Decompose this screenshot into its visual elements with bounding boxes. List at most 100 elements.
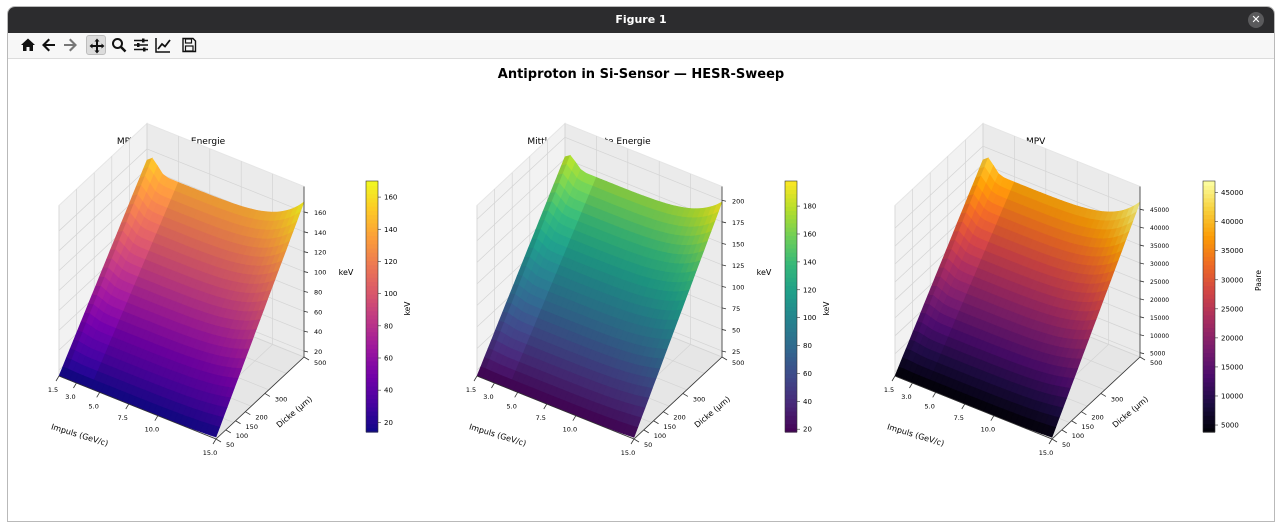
- z-tick: [303, 291, 309, 293]
- x-tick: [55, 375, 60, 382]
- colorbar-segment: [785, 319, 797, 324]
- colorbar-segment: [366, 302, 378, 308]
- colorbar-segment: [366, 381, 378, 387]
- y-tick: [303, 356, 310, 361]
- colorbar-segment: [1203, 306, 1215, 312]
- surface-cell: [628, 425, 639, 438]
- colorbar-tick-label: 140: [803, 258, 816, 266]
- colorbar-segment: [1203, 189, 1215, 195]
- z-tick: [303, 251, 309, 254]
- colorbar-segment: [366, 260, 378, 266]
- colorbar-tick-label: 45000: [1221, 189, 1243, 197]
- close-icon: ✕: [1251, 13, 1261, 26]
- x-tick-label: 7.5: [954, 414, 964, 422]
- x-tick-label: 1.5: [466, 386, 476, 394]
- surface-plot: e/h-Paare @ MPV1.53.05.07.510.015.050100…: [884, 122, 1263, 457]
- colorbar-segment: [785, 356, 797, 362]
- x-tick: [125, 403, 130, 410]
- colorbar-segment: [366, 344, 378, 349]
- z-tick-label: 15000: [1150, 315, 1169, 322]
- zoom-button[interactable]: [109, 35, 129, 55]
- colorbar-segment: [785, 323, 797, 329]
- colorbar-segment: [785, 201, 797, 207]
- colorbar-tick-label: 20: [803, 426, 812, 434]
- gridline: [982, 145, 1141, 210]
- colorbar-segment: [366, 201, 378, 207]
- z-tick-label: 100: [732, 283, 744, 291]
- surface-cell: [1046, 425, 1057, 438]
- colorbar-segment: [366, 252, 378, 257]
- colorbar-segment: [785, 252, 797, 257]
- y-tick: [235, 420, 241, 425]
- colorbar-segment: [785, 247, 797, 253]
- colorbar-segment: [785, 193, 797, 199]
- colorbar-segment: [366, 285, 378, 291]
- colorbar-segment: [366, 327, 378, 333]
- z-tick-label: 5000: [1150, 351, 1165, 358]
- colorbar-segment: [1203, 385, 1215, 391]
- z-tick-label: 45000: [1150, 207, 1169, 214]
- x-tick-label: 3.0: [483, 393, 493, 401]
- colorbar-segment: [785, 243, 797, 249]
- z-tick-label: 80: [314, 288, 322, 296]
- colorbar-segment: [366, 331, 378, 337]
- close-button[interactable]: ✕: [1248, 12, 1264, 28]
- edit-axis-button[interactable]: [153, 35, 173, 55]
- home-button[interactable]: [18, 35, 38, 55]
- x-tick: [891, 375, 896, 382]
- colorbar-segment: [366, 385, 378, 391]
- colorbar-segment: [785, 264, 797, 270]
- z-tick: [721, 286, 727, 288]
- colorbar-tick-label: 160: [384, 194, 397, 202]
- colorbar-tick-label: 60: [803, 370, 812, 378]
- colorbar-segment: [785, 281, 797, 287]
- colorbar-segment: [785, 385, 797, 391]
- colorbar-segment: [1203, 247, 1215, 253]
- back-button[interactable]: [39, 35, 59, 55]
- x-tick-label: 15.0: [621, 449, 635, 457]
- colorbar-segment: [785, 415, 797, 421]
- colorbar-segment: [1203, 352, 1215, 358]
- x-axis-label: Impuls (GeV/c): [50, 422, 109, 448]
- x-tick: [932, 392, 937, 398]
- colorbar-segment: [1203, 415, 1215, 421]
- z-tick: [303, 310, 309, 313]
- pan-button[interactable]: [86, 35, 106, 55]
- z-tick: [1139, 334, 1145, 337]
- colorbar-segment: [1203, 298, 1215, 303]
- z-tick-label: 35000: [1150, 243, 1169, 250]
- save-icon: [182, 37, 197, 53]
- save-button[interactable]: [179, 35, 199, 55]
- y-tick-label: 500: [314, 359, 326, 367]
- colorbar-segment: [366, 352, 378, 358]
- colorbar-segment: [366, 323, 378, 329]
- y-tick-label: 150: [664, 423, 676, 431]
- x-tick: [961, 403, 966, 410]
- colorbar-tick-label: 10000: [1221, 392, 1243, 400]
- axis-line: [1051, 356, 1141, 440]
- colorbar-frame: [784, 180, 798, 433]
- z-tick-label: 125: [732, 262, 744, 270]
- colorbar-segment: [785, 268, 797, 274]
- colorbar-segment: [1203, 256, 1215, 262]
- colorbar-segment: [1203, 222, 1215, 228]
- colorbar-segment: [1203, 302, 1215, 308]
- colorbar-segment: [785, 427, 797, 433]
- z-tick-label: 150: [732, 240, 744, 248]
- colorbar-segment: [366, 423, 378, 429]
- z-tick-label: 40000: [1150, 225, 1169, 232]
- colorbar-segment: [1203, 231, 1215, 236]
- configure-subplots-button[interactable]: [131, 35, 151, 55]
- colorbar-tick-label: 20000: [1221, 334, 1243, 342]
- colorbar-segment: [785, 256, 797, 262]
- x-tick: [543, 403, 548, 410]
- colorbar-segment: [785, 273, 797, 278]
- colorbar-segment: [366, 427, 378, 433]
- colorbar-segment: [366, 319, 378, 324]
- z-tick: [1139, 352, 1145, 355]
- colorbar-segment: [785, 277, 797, 282]
- y-tick: [643, 429, 649, 434]
- z-tick: [721, 329, 727, 331]
- colorbar-segment: [785, 197, 797, 203]
- forward-button[interactable]: [60, 35, 80, 55]
